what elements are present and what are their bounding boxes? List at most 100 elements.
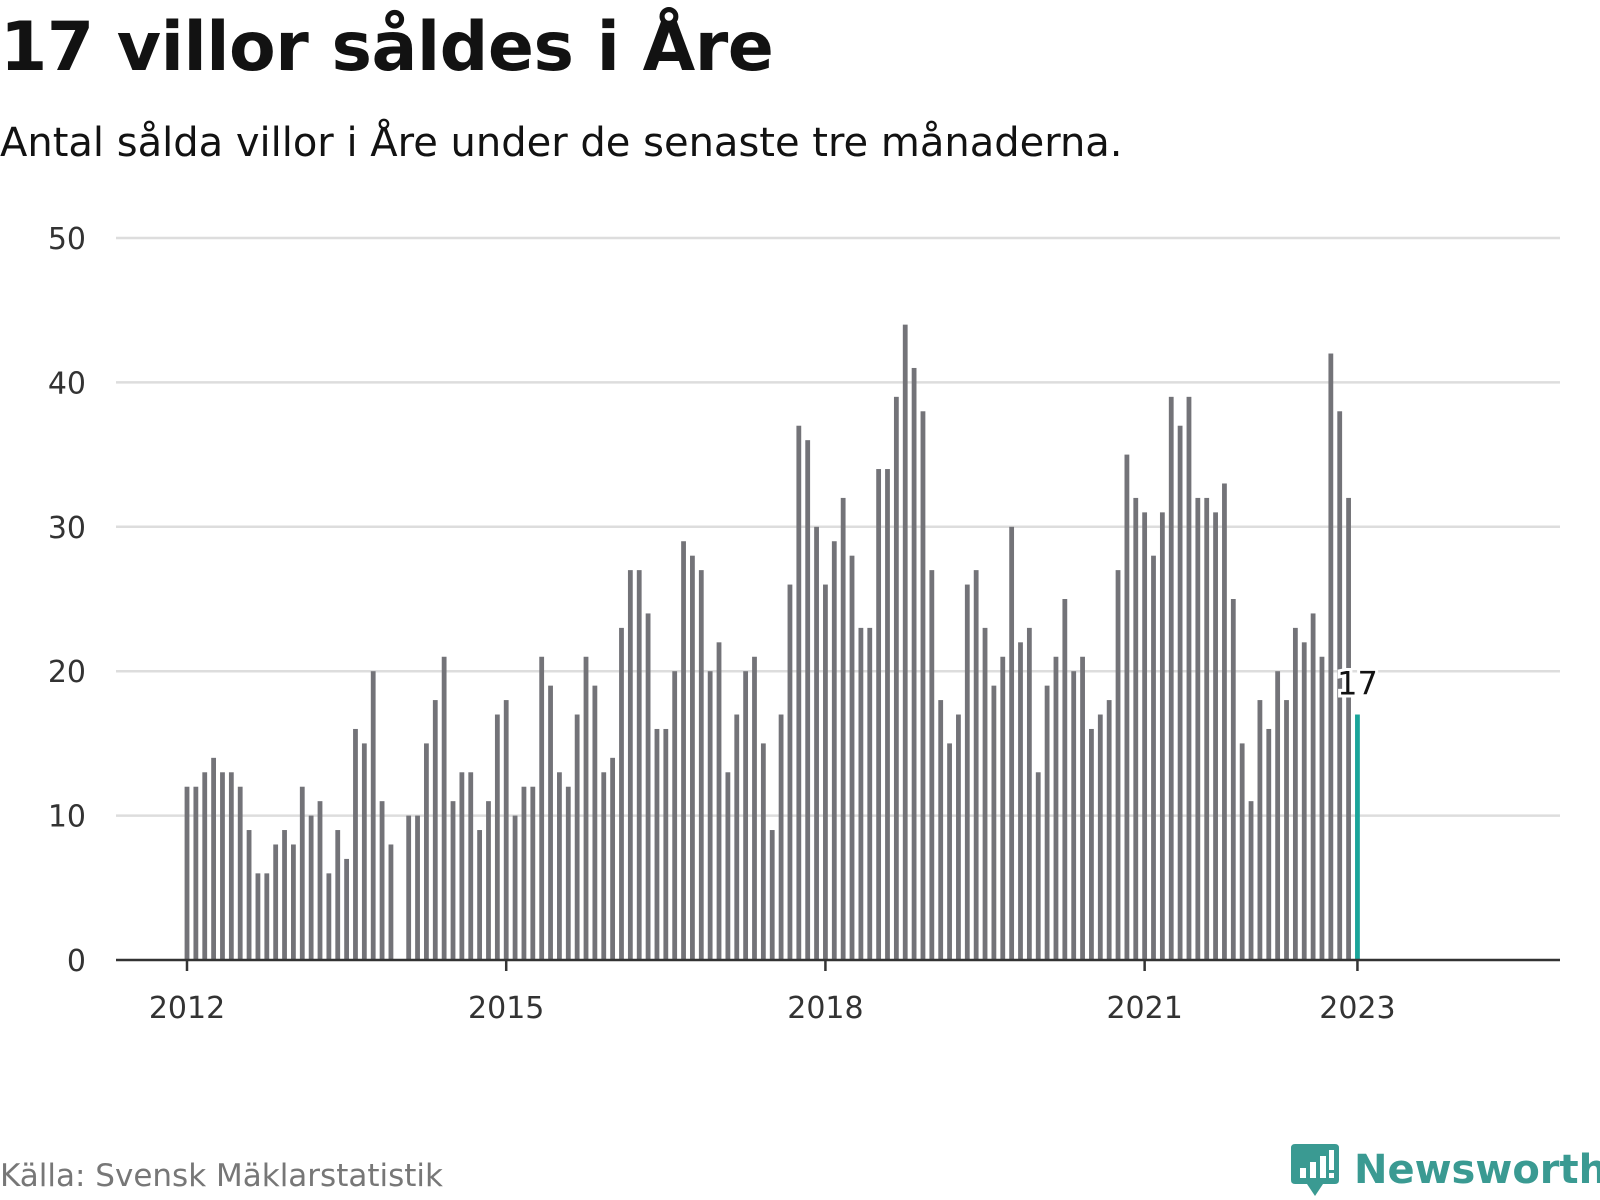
bar	[353, 728, 358, 960]
bar	[441, 656, 447, 960]
bar	[725, 772, 731, 960]
bar	[1000, 656, 1006, 960]
bar	[424, 743, 429, 960]
bar	[867, 627, 873, 960]
bar	[255, 873, 261, 960]
x-tick-label: 2023	[1319, 991, 1395, 1026]
bar	[911, 367, 917, 961]
bar	[778, 714, 784, 960]
bar	[1026, 627, 1032, 960]
bar	[885, 469, 890, 960]
bar	[565, 786, 571, 960]
bar	[406, 815, 412, 960]
bar	[929, 570, 935, 960]
bar	[1319, 656, 1325, 960]
bar	[690, 555, 695, 960]
bar	[956, 714, 961, 960]
bar	[743, 671, 749, 960]
bar	[299, 786, 305, 960]
x-tick-label: 2012	[149, 991, 225, 1026]
bar	[1222, 483, 1227, 960]
bar	[973, 570, 979, 960]
bar	[1142, 512, 1148, 960]
y-tick-label: 10	[48, 800, 86, 835]
bar	[344, 858, 350, 960]
highlight-bar	[1355, 714, 1360, 960]
bar	[264, 873, 270, 960]
bar	[787, 584, 793, 960]
source-note: Källa: Svensk Mäklarstatistik	[0, 1158, 443, 1194]
bar-chart-speech-bubble-icon	[1291, 1144, 1339, 1196]
bar	[1275, 671, 1281, 960]
bar	[468, 772, 474, 960]
bar	[557, 772, 562, 960]
bar	[494, 714, 500, 960]
bar	[1089, 728, 1094, 960]
bar	[1230, 599, 1236, 960]
bar	[450, 801, 456, 960]
bar	[1266, 728, 1272, 960]
bar	[893, 396, 899, 961]
bar	[317, 801, 323, 960]
bar	[282, 830, 287, 960]
bar	[512, 815, 518, 960]
bar	[840, 497, 846, 960]
bar	[211, 757, 217, 960]
bar	[1053, 656, 1059, 960]
bar	[1337, 411, 1343, 960]
bar	[663, 728, 669, 960]
bar	[388, 844, 394, 960]
bar	[1284, 700, 1289, 960]
bar	[335, 830, 341, 960]
bar	[964, 584, 970, 960]
chart-subtitle: Antal sålda villor i Åre under de senast…	[0, 120, 1123, 166]
bar	[734, 714, 740, 960]
bar	[432, 700, 438, 960]
bar	[654, 728, 660, 960]
bar	[1168, 396, 1174, 961]
bar	[947, 743, 952, 960]
bar-chart: 0 10 20 30 40 50 17 2012 2015 2018 2021 2023	[48, 222, 1560, 1026]
bar	[1009, 526, 1015, 960]
bar	[1301, 642, 1307, 960]
bar	[1044, 685, 1050, 960]
bar	[237, 786, 243, 960]
bar	[814, 526, 819, 960]
bar	[760, 743, 766, 960]
bar	[831, 541, 837, 960]
bar	[938, 700, 944, 960]
y-tick-label: 0	[67, 944, 86, 979]
bar	[370, 671, 376, 960]
bar	[627, 570, 633, 960]
bar	[326, 873, 332, 960]
bar	[1018, 642, 1023, 960]
bar	[1186, 396, 1192, 961]
bar	[1239, 743, 1245, 960]
bar	[610, 757, 616, 960]
bar	[681, 541, 686, 960]
bar	[1151, 555, 1156, 960]
bar	[636, 570, 642, 960]
bar	[920, 411, 926, 960]
bar	[548, 685, 553, 960]
bar	[849, 555, 855, 960]
brand-logo: Newsworthy	[1290, 1140, 1600, 1200]
bar	[1310, 613, 1316, 960]
bar	[273, 844, 279, 960]
bar	[592, 685, 598, 960]
bar	[530, 786, 536, 960]
bar	[1124, 454, 1130, 960]
bar	[1204, 497, 1210, 960]
bar	[991, 685, 997, 960]
x-tick-label: 2018	[787, 991, 863, 1026]
bar	[477, 830, 483, 960]
bar	[291, 844, 296, 960]
bar	[769, 830, 775, 960]
bar	[858, 627, 864, 960]
bar	[601, 772, 607, 960]
bar	[982, 627, 988, 960]
bar	[184, 786, 190, 960]
bar	[521, 786, 527, 960]
bar	[1133, 497, 1139, 960]
bar	[202, 772, 208, 960]
